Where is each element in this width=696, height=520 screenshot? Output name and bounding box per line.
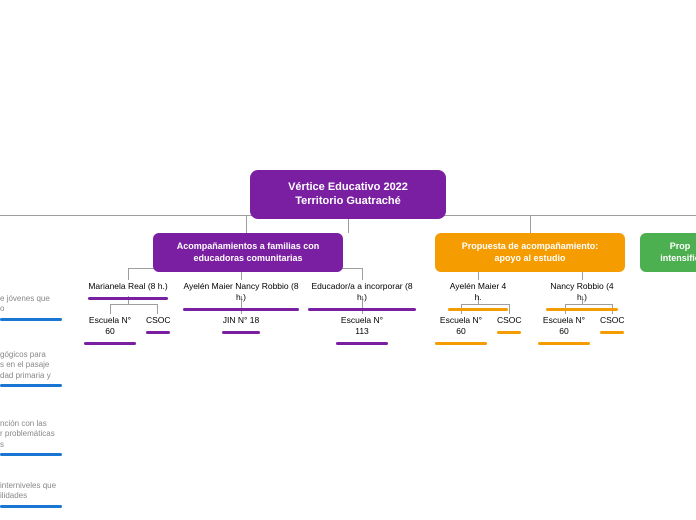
p4a: interniveles que — [0, 481, 62, 491]
label: CSOC — [146, 315, 170, 329]
leaf-ayelen-nancy: Ayelén Maier Nancy Robbio (8 h.) — [183, 281, 299, 311]
label: Ayelén Maier 4 h. — [448, 281, 508, 306]
leaf-educador: Educador/a a incorporar (8 h.) — [308, 281, 416, 311]
branch-families-label: Acompañamientos a familias con educadora… — [177, 241, 320, 263]
label: Nancy Robbio (4 h.) — [546, 281, 618, 306]
underline — [222, 331, 260, 334]
leaf-ayelen4h: Ayelén Maier 4 h. — [448, 281, 508, 311]
branch-intensif-label: Prop intensific — [660, 241, 696, 263]
underline — [0, 505, 62, 508]
p3b: r problemáticas — [0, 429, 62, 439]
leaf-escuela60-c: Escuela N° 60 — [538, 315, 590, 345]
label: Escuela N° 60 — [84, 315, 136, 340]
p1b: o — [0, 304, 62, 314]
underline — [0, 453, 62, 456]
leaf-csoc-c: CSOC — [600, 315, 624, 334]
leaf-escuela60-b: Escuela N° 60 — [435, 315, 487, 345]
leaf-escuela113: Escuela N° 113 — [336, 315, 388, 345]
underline — [448, 308, 508, 311]
underline — [497, 331, 521, 334]
leaf-csoc-b: CSOC — [497, 315, 521, 334]
p3c: s — [0, 440, 62, 450]
p4b: ilidades — [0, 491, 62, 501]
label: CSOC — [600, 315, 624, 329]
label: Escuela N° 60 — [538, 315, 590, 340]
leaf-nancy4h: Nancy Robbio (4 h.) — [546, 281, 618, 311]
root-node: Vértice Educativo 2022 Territorio Guatra… — [250, 170, 446, 219]
underline — [183, 308, 299, 311]
underline — [146, 331, 170, 334]
branch-study-label: Propuesta de acompañamiento: apoyo al es… — [462, 241, 599, 263]
branch-study: Propuesta de acompañamiento: apoyo al es… — [435, 233, 625, 272]
partial-4: interniveles que ilidades — [0, 481, 62, 508]
label: Escuela N° 113 — [336, 315, 388, 340]
label: JIN N° 18 — [222, 315, 260, 329]
branch-families: Acompañamientos a familias con educadora… — [153, 233, 343, 272]
underline — [88, 297, 168, 300]
branch-intensif: Prop intensific — [640, 233, 696, 272]
p2b: s en el pasaje — [0, 360, 62, 370]
root-line1: Vértice Educativo 2022 — [270, 180, 426, 194]
underline — [0, 318, 62, 321]
underline — [600, 331, 624, 334]
p1a: e jóvenes que — [0, 294, 62, 304]
underline — [84, 342, 136, 345]
underline — [538, 342, 590, 345]
partial-1: e jóvenes que o — [0, 294, 62, 321]
leaf-educador-label: Educador/a a incorporar (8 h.) — [308, 281, 416, 306]
leaf-ayelen-nancy-label: Ayelén Maier Nancy Robbio (8 h.) — [183, 281, 299, 306]
label: Escuela N° 60 — [435, 315, 487, 340]
connector — [110, 304, 157, 305]
label: CSOC — [497, 315, 521, 329]
partial-2: gógicos para s en el pasaje dad primaria… — [0, 350, 62, 387]
p2a: gógicos para — [0, 350, 62, 360]
leaf-marianela-label: Marianela Real (8 h.) — [88, 281, 168, 295]
leaf-marianela: Marianela Real (8 h.) — [88, 281, 168, 300]
connector — [246, 215, 247, 233]
underline — [0, 384, 62, 387]
connector — [157, 304, 158, 314]
connector — [530, 215, 531, 233]
leaf-csoc-a: CSOC — [146, 315, 170, 334]
connector — [362, 268, 363, 280]
p2c: dad primaria y — [0, 371, 62, 381]
connector — [509, 304, 510, 314]
connector — [110, 304, 111, 314]
partial-3: nción con las r problemáticas s — [0, 419, 62, 456]
underline — [435, 342, 487, 345]
connector — [128, 268, 129, 280]
underline — [336, 342, 388, 345]
underline — [308, 308, 416, 311]
leaf-jin18: JIN N° 18 — [222, 315, 260, 334]
root-line2: Territorio Guatraché — [270, 194, 426, 208]
leaf-escuela60-a: Escuela N° 60 — [84, 315, 136, 345]
p3a: nción con las — [0, 419, 62, 429]
underline — [546, 308, 618, 311]
